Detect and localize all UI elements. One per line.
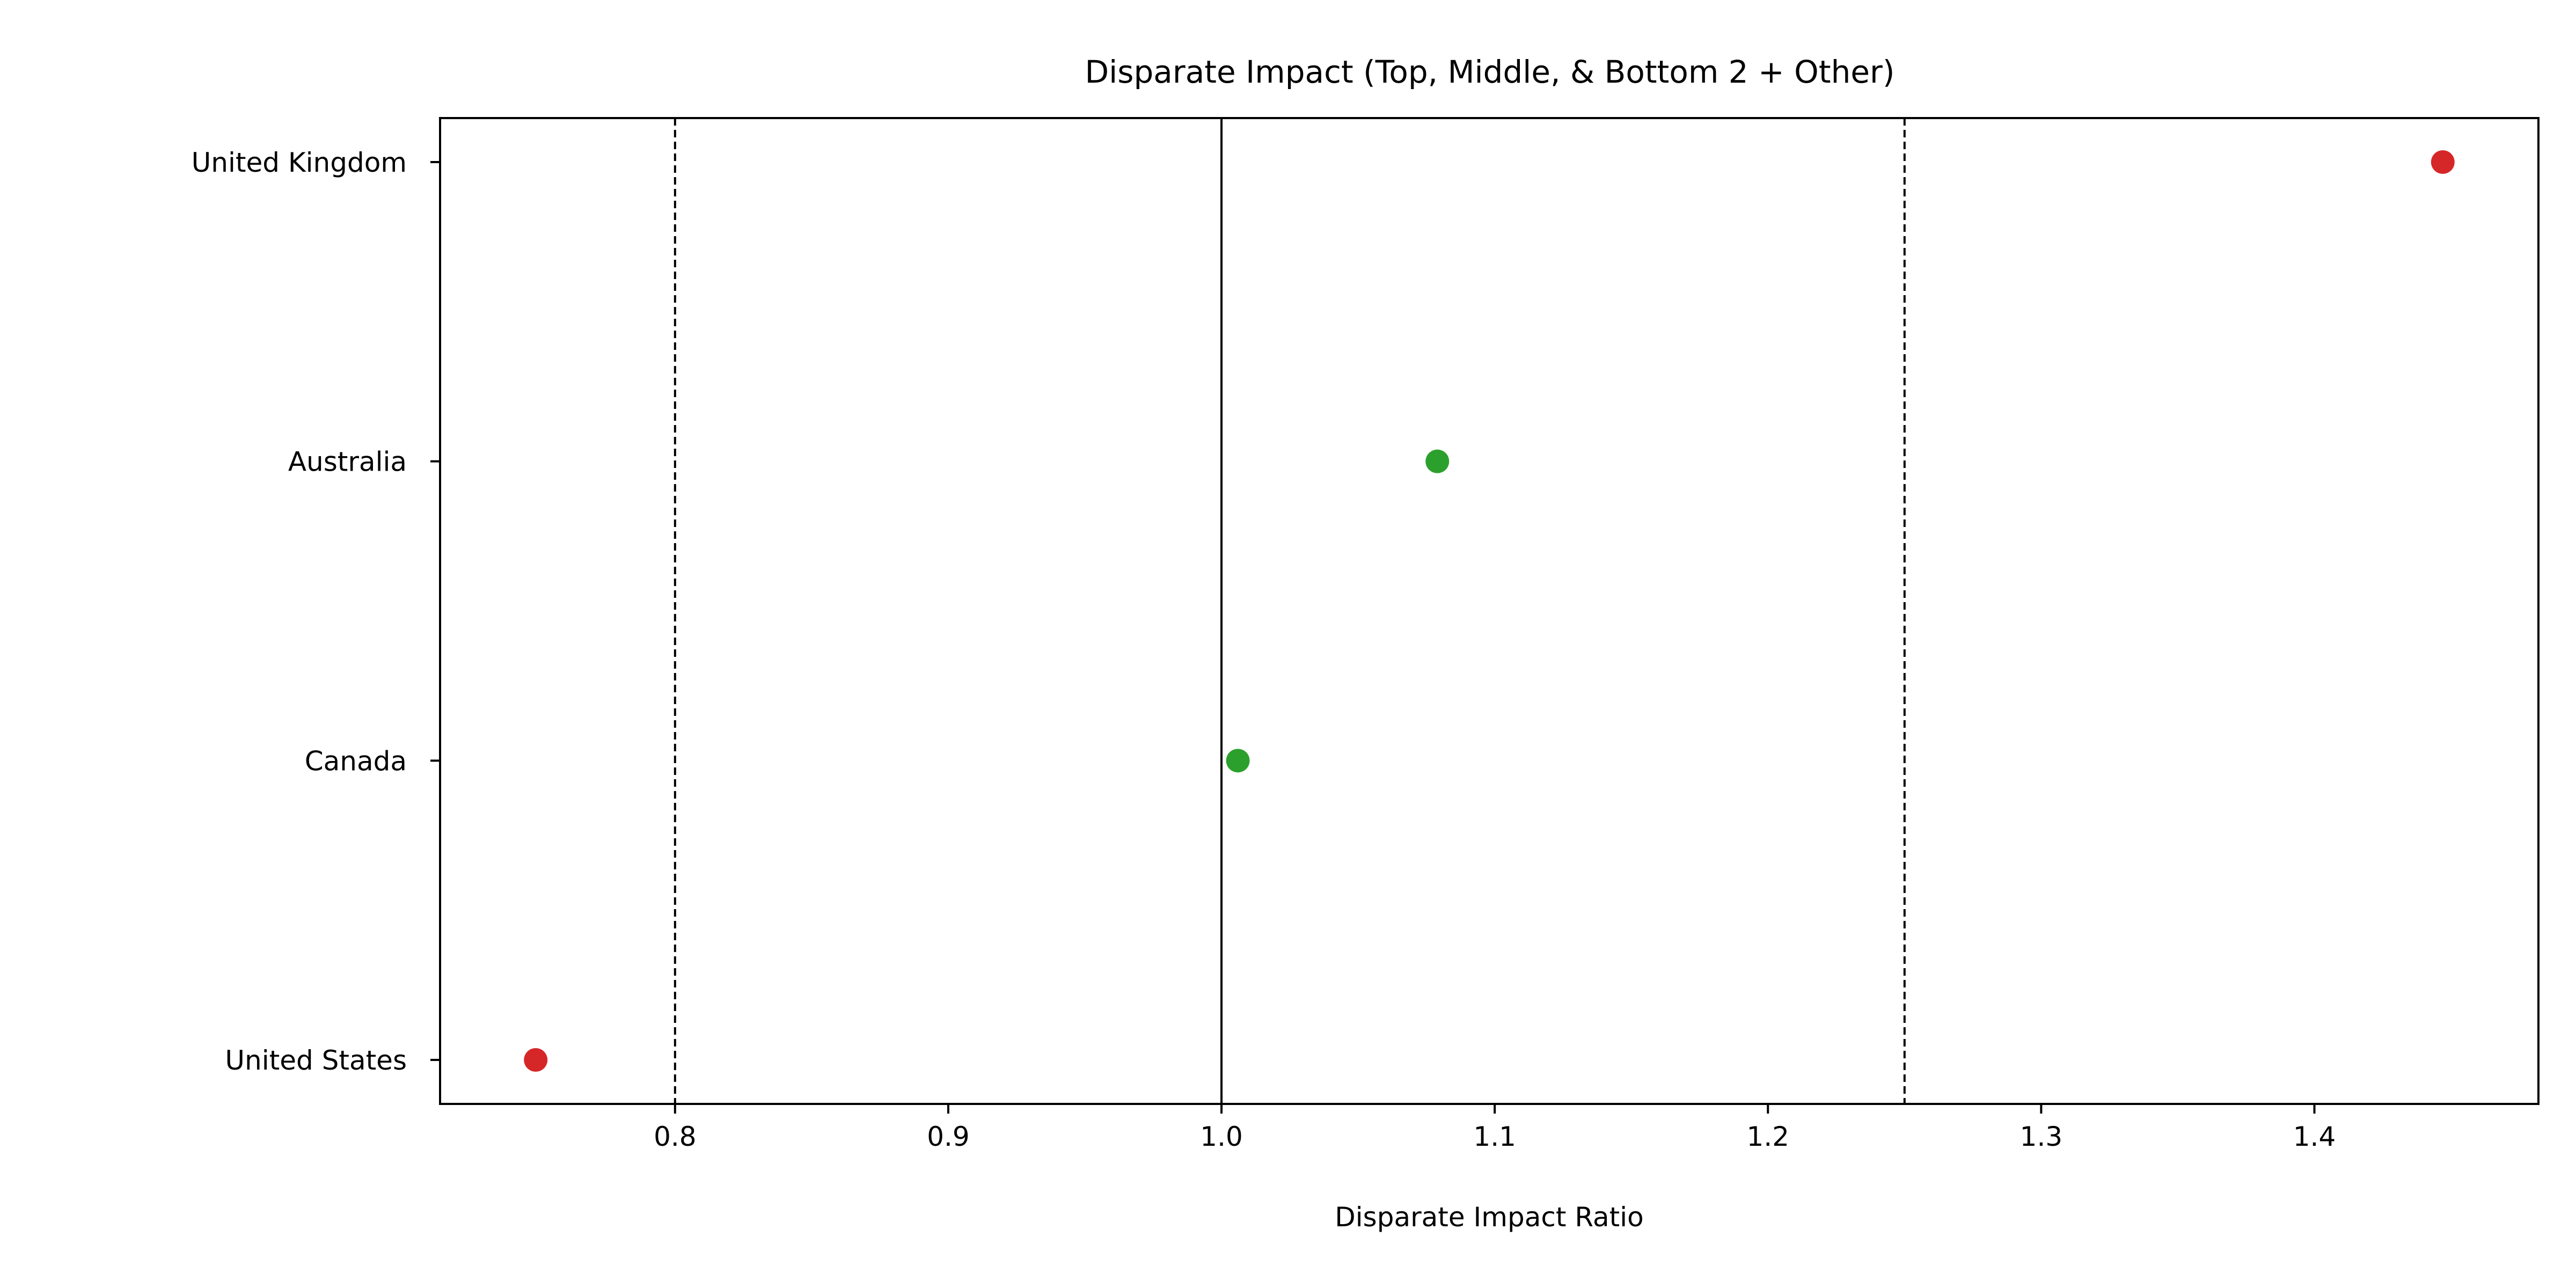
y-tick-label: Canada bbox=[305, 745, 407, 777]
data-point bbox=[1425, 449, 1450, 473]
y-tick-label: United States bbox=[225, 1045, 407, 1076]
data-point bbox=[2431, 150, 2455, 174]
x-axis: 0.8 0.9 1.0 1.1 1.2 1.3 1.4 bbox=[654, 1104, 2336, 1152]
data-point bbox=[1226, 749, 1250, 773]
y-tick-label: United Kingdom bbox=[192, 147, 407, 178]
plot-frame bbox=[439, 117, 2540, 1105]
y-tick-label: Australia bbox=[288, 447, 407, 478]
x-tick-label: 1.3 bbox=[2020, 1121, 2063, 1152]
data-point bbox=[524, 1048, 548, 1072]
reference-lines bbox=[674, 118, 1906, 1104]
x-tick-label: 1.1 bbox=[1473, 1121, 1516, 1152]
x-tick-label: 0.8 bbox=[654, 1121, 697, 1152]
data-points bbox=[524, 150, 2455, 1072]
x-axis-label: Disparate Impact Ratio bbox=[1335, 1202, 1643, 1233]
x-tick-label: 0.9 bbox=[927, 1121, 970, 1152]
chart-title: Disparate Impact (Top, Middle, & Bottom … bbox=[1085, 54, 1895, 90]
x-tick-label: 1.0 bbox=[1200, 1121, 1243, 1152]
y-axis: United Kingdom Australia Canada United Stat… bbox=[192, 147, 440, 1076]
x-tick-label: 1.4 bbox=[2293, 1121, 2336, 1152]
x-tick-label: 1.2 bbox=[1747, 1121, 1790, 1152]
